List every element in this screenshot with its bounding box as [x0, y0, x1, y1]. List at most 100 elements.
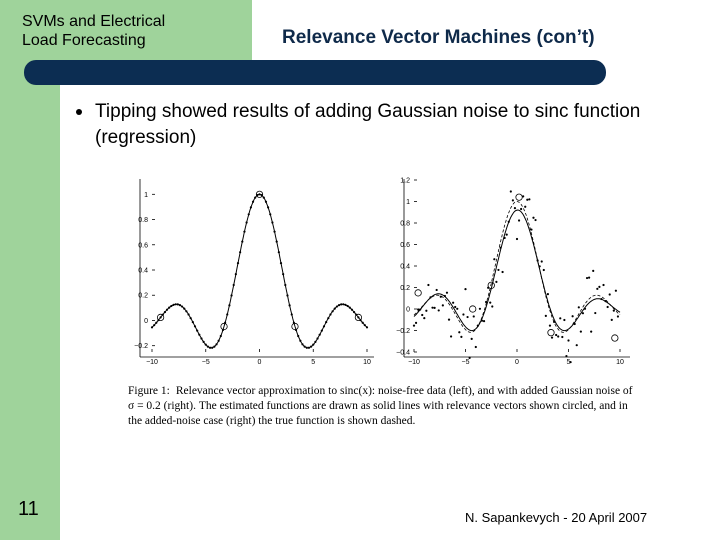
page-number: 11	[18, 498, 39, 520]
data-point	[303, 345, 306, 348]
data-point	[206, 345, 209, 348]
data-point	[563, 318, 566, 322]
data-point	[476, 324, 479, 327]
data-point	[495, 280, 498, 283]
data-point	[213, 345, 216, 348]
data-point	[316, 337, 319, 340]
data-point	[604, 300, 607, 303]
caption-text: Relevance vector approximation to sinc(x…	[128, 385, 633, 427]
data-point	[258, 193, 261, 196]
data-point	[329, 313, 332, 316]
relevance-vector	[487, 281, 495, 289]
y-tick-label: 0.4	[400, 264, 410, 271]
data-point	[297, 334, 300, 338]
data-point	[348, 306, 351, 309]
data-point	[170, 304, 173, 308]
data-point	[489, 301, 492, 304]
y-tick-label: 0	[144, 318, 148, 325]
relevance-vector	[291, 322, 299, 331]
relevance-vector	[156, 313, 165, 322]
relevance-vector	[547, 329, 555, 337]
data-point	[226, 313, 229, 316]
data-point	[312, 343, 315, 346]
y-tick-label: 0.4	[138, 268, 148, 275]
data-point	[534, 218, 537, 222]
y-tick-label: 0.2	[138, 293, 148, 300]
data-point	[511, 199, 514, 202]
data-point	[447, 318, 451, 321]
data-point	[480, 319, 484, 322]
data-point	[435, 288, 438, 292]
data-point	[571, 315, 574, 318]
relevance-vector	[611, 334, 619, 342]
x-tick-label: −5	[462, 359, 470, 366]
data-point	[163, 310, 166, 314]
y-tick-label: −0.2	[396, 328, 410, 335]
relevance-vector	[515, 193, 523, 201]
data-point	[532, 216, 535, 219]
data-point	[431, 306, 434, 309]
data-point	[470, 337, 473, 340]
data-point	[196, 329, 199, 332]
course-title-box	[0, 0, 252, 62]
data-point	[365, 326, 369, 329]
y-tick-label: 1.2	[400, 178, 410, 185]
data-point	[614, 289, 617, 292]
data-point	[204, 343, 207, 346]
data-point	[565, 354, 568, 358]
data-point	[333, 307, 336, 310]
y-tick-label: 1	[144, 192, 148, 199]
data-point	[555, 333, 558, 337]
data-point	[550, 336, 554, 339]
data-point	[592, 269, 595, 272]
x-tick-label: 5	[311, 359, 315, 366]
data-point	[340, 303, 343, 306]
data-point	[301, 343, 304, 346]
data-point	[588, 276, 591, 279]
data-point	[542, 268, 545, 272]
data-point	[600, 297, 603, 301]
data-point	[165, 308, 169, 311]
data-point	[485, 300, 488, 304]
data-point	[155, 321, 158, 324]
data-point	[273, 230, 276, 233]
data-point	[515, 237, 519, 241]
data-point	[478, 307, 482, 310]
course-title-line1: SVMs and Electrical	[22, 13, 166, 30]
data-point	[610, 318, 613, 321]
data-point	[443, 294, 446, 298]
data-point	[464, 288, 467, 291]
data-point	[612, 309, 615, 312]
data-point	[176, 303, 179, 306]
data-point	[429, 296, 432, 299]
data-point	[361, 321, 364, 324]
data-point	[245, 221, 248, 224]
data-point	[219, 334, 222, 338]
data-point	[472, 315, 475, 318]
data-point	[241, 240, 244, 243]
data-point	[546, 293, 549, 296]
data-point	[325, 321, 328, 324]
caption-label: Figure 1:	[128, 385, 170, 397]
data-point	[602, 283, 605, 287]
data-point	[264, 200, 268, 203]
data-point	[249, 206, 252, 209]
figure-caption: Figure 1: Relevance vector approximation …	[128, 384, 638, 429]
course-title-line2: Load Forecasting	[22, 32, 146, 49]
y-tick-label: 1	[406, 199, 410, 206]
data-point	[307, 346, 311, 349]
data-point	[153, 324, 156, 327]
data-point	[590, 330, 593, 333]
data-point	[468, 356, 471, 359]
data-point	[583, 307, 587, 310]
data-point	[189, 317, 192, 320]
x-tick-label: 10	[616, 359, 624, 366]
slide-title: Relevance Vector Machines (con’t)	[282, 27, 595, 48]
data-point	[606, 305, 609, 309]
data-point	[159, 316, 162, 319]
data-point	[282, 273, 285, 276]
bullet-icon	[76, 109, 82, 115]
x-tick-label: 0	[515, 359, 519, 366]
data-point	[181, 305, 184, 308]
data-point	[172, 303, 175, 306]
